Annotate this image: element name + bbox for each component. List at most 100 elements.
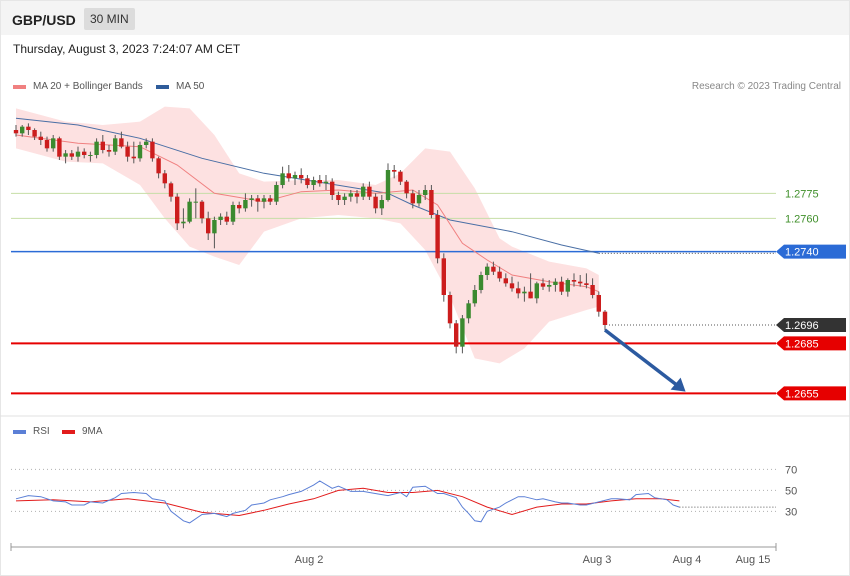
legend-rsi: RSI bbox=[13, 426, 50, 437]
candle bbox=[540, 278, 546, 290]
candle bbox=[435, 210, 440, 264]
candle bbox=[75, 146, 81, 162]
candle-body bbox=[212, 220, 217, 234]
candle bbox=[559, 276, 564, 295]
candle-body bbox=[280, 173, 285, 185]
candle-body bbox=[578, 281, 583, 284]
candle bbox=[230, 201, 236, 225]
candle-body bbox=[88, 155, 93, 156]
candle bbox=[454, 320, 459, 354]
candle bbox=[311, 176, 316, 190]
candle bbox=[175, 193, 180, 230]
candle bbox=[69, 150, 74, 160]
candle-body bbox=[379, 200, 384, 209]
candle-body bbox=[224, 216, 229, 222]
candle bbox=[447, 291, 453, 329]
candle-body bbox=[119, 138, 124, 147]
forecast-arrow-shaft bbox=[603, 328, 679, 388]
rsi-swatch bbox=[13, 429, 26, 434]
candle-body bbox=[292, 175, 298, 179]
candle bbox=[317, 175, 322, 187]
candle-body bbox=[187, 201, 192, 222]
candle-body bbox=[193, 201, 198, 203]
candle bbox=[485, 263, 490, 280]
candle-body bbox=[57, 138, 62, 157]
rsi-line bbox=[15, 480, 680, 524]
candle-body bbox=[94, 141, 99, 155]
candle-body bbox=[144, 141, 149, 145]
candle bbox=[367, 181, 372, 200]
candle bbox=[292, 171, 298, 185]
candle-body bbox=[243, 200, 248, 209]
symbol-title: GBP/USD bbox=[12, 12, 76, 28]
candle-body bbox=[361, 186, 366, 197]
candle-body bbox=[255, 198, 260, 202]
ma20-line bbox=[15, 134, 599, 293]
candle bbox=[584, 273, 589, 289]
timeframe-badge[interactable]: 30 MIN bbox=[84, 8, 135, 30]
candle bbox=[379, 195, 384, 215]
candle bbox=[82, 148, 87, 159]
candle bbox=[342, 193, 347, 205]
candle-body bbox=[342, 196, 347, 200]
candle-body bbox=[249, 198, 254, 200]
candle bbox=[571, 273, 577, 287]
candle-body bbox=[460, 318, 465, 347]
candle-body bbox=[150, 141, 155, 159]
candle bbox=[181, 208, 186, 229]
candle bbox=[602, 310, 608, 330]
candle-body bbox=[534, 283, 539, 299]
candle-body bbox=[286, 173, 291, 179]
candle-body bbox=[348, 193, 353, 197]
candle bbox=[206, 211, 211, 240]
bollinger-band bbox=[16, 106, 599, 364]
candle bbox=[156, 156, 161, 179]
candle bbox=[478, 271, 484, 294]
candle bbox=[416, 190, 422, 207]
candle-body bbox=[571, 280, 577, 282]
candle-body bbox=[584, 283, 589, 285]
candle bbox=[491, 261, 496, 275]
forecast-arrowhead bbox=[670, 377, 686, 392]
candle-body bbox=[522, 291, 527, 294]
candle-body bbox=[268, 198, 273, 202]
price-level-label: 1.2655 bbox=[785, 388, 819, 400]
candle-body bbox=[565, 280, 570, 292]
candle bbox=[441, 253, 446, 302]
candle bbox=[578, 275, 583, 287]
candle-body bbox=[218, 216, 223, 220]
candle bbox=[472, 285, 477, 307]
rsi-tick-label: 30 bbox=[785, 506, 797, 518]
research-credit: Research © 2023 Trading Central bbox=[691, 81, 841, 92]
candle-body bbox=[44, 140, 50, 149]
candle-body bbox=[466, 303, 471, 319]
rsi-tick-label: 70 bbox=[785, 464, 797, 476]
candle bbox=[497, 266, 502, 282]
candle bbox=[404, 180, 409, 199]
candle bbox=[162, 170, 167, 189]
candle bbox=[106, 145, 112, 157]
candle bbox=[299, 168, 304, 184]
candle-body bbox=[32, 130, 37, 137]
candle bbox=[330, 178, 335, 200]
legend-rsi-label: RSI bbox=[33, 426, 50, 437]
candle bbox=[423, 185, 428, 200]
candle bbox=[187, 198, 192, 224]
candle-body bbox=[106, 150, 112, 152]
candle-body bbox=[175, 196, 180, 224]
rsi-tick-label: 50 bbox=[785, 485, 797, 497]
candle bbox=[348, 190, 353, 202]
candle bbox=[534, 281, 539, 304]
candle-body bbox=[423, 190, 428, 195]
candle-body bbox=[485, 266, 490, 275]
candle bbox=[119, 131, 124, 149]
candle-body bbox=[447, 295, 453, 324]
candle-body bbox=[237, 205, 242, 209]
candle bbox=[32, 128, 37, 140]
candle bbox=[88, 151, 93, 162]
time-axis-label: Aug 3 bbox=[583, 554, 612, 566]
candle bbox=[13, 125, 19, 137]
price-level-label: 1.2775 bbox=[785, 188, 819, 200]
candle-body bbox=[435, 215, 440, 259]
candle bbox=[237, 201, 242, 214]
